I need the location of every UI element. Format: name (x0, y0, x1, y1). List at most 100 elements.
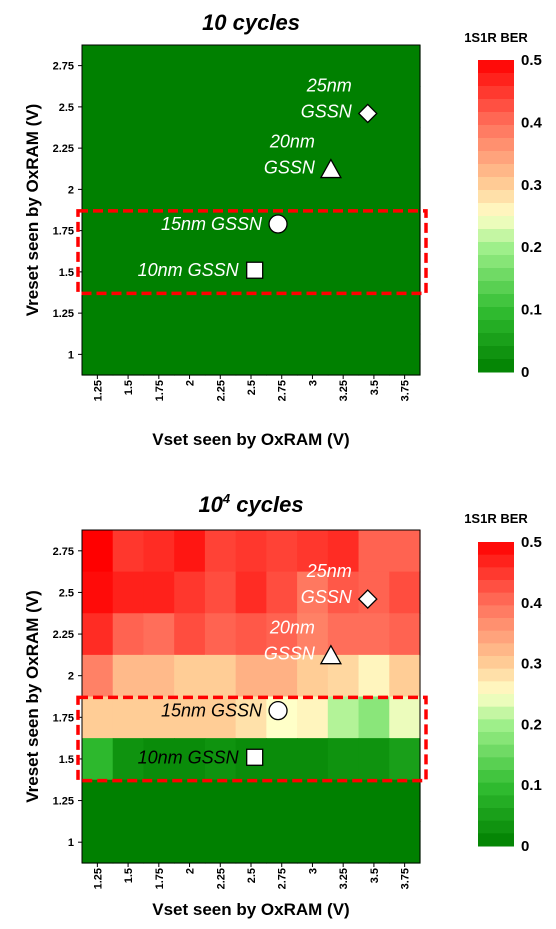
marker-label: GSSN (301, 587, 353, 607)
heatmap-cell (266, 333, 298, 376)
y-tick-label: 1 (68, 349, 74, 361)
x-tick-label: 2.25 (215, 868, 227, 889)
x-tick-label: 1.25 (92, 380, 104, 401)
heatmap-cell (235, 333, 267, 376)
heatmap-cell (297, 127, 329, 170)
heatmap-cell (235, 613, 267, 656)
heatmap-cell (389, 333, 421, 376)
heatmap-cell (358, 292, 390, 335)
colorbar-segment (478, 757, 514, 771)
colorbar-segment (478, 719, 514, 733)
heatmap-cell (82, 45, 114, 87)
colorbar-segment (478, 668, 514, 682)
colorbar-segment (478, 333, 514, 347)
heatmap-cell (82, 779, 114, 822)
heatmap-cell (297, 571, 329, 614)
colorbar-tick-label: 0 (521, 364, 529, 381)
heatmap-cell (235, 86, 267, 129)
heatmap-cell (389, 530, 421, 573)
heatmap-cell (143, 613, 175, 656)
heatmap-cell (266, 292, 298, 335)
heatmap-cell (358, 168, 390, 211)
colorbar-tick-label: 0.5 (521, 52, 542, 69)
chart-title: 10 cycles (202, 10, 300, 35)
chart-title: 104 cycles (198, 491, 303, 517)
diamond-marker (357, 589, 378, 610)
heatmap-cell (174, 738, 206, 781)
heatmap-cell (174, 168, 206, 211)
y-tick-label: 2 (68, 671, 74, 683)
colorbar-segment (478, 73, 514, 87)
heatmap-cell (389, 45, 421, 87)
heatmap-cell (389, 292, 421, 335)
heatmap-cell (112, 613, 145, 656)
colorbar-segment (478, 580, 514, 594)
heatmap-cell (389, 571, 421, 614)
heatmap-cell (297, 779, 329, 822)
colorbar-tick-label: 0.1 (521, 302, 542, 319)
heatmap-cell (112, 821, 145, 864)
heatmap-cell (358, 210, 390, 252)
colorbar-segment (478, 60, 514, 74)
heatmap-cell (174, 530, 206, 573)
colorbar-segment (478, 542, 514, 556)
heatmap-cell (327, 86, 360, 129)
colorbar-segment (478, 630, 514, 644)
heatmap-cell (143, 654, 175, 698)
colorbar-segment (478, 346, 514, 360)
colorbar-segment (478, 744, 514, 758)
heatmap-cell (327, 821, 360, 864)
x-tick-label: 1.5 (123, 868, 135, 883)
colorbar-title: 1S1R BER (464, 30, 528, 45)
heatmap-cell (112, 696, 145, 739)
heatmap-cell (174, 86, 206, 129)
x-tick-label: 2.25 (215, 380, 227, 401)
marker-group: 25nm GSSN (301, 561, 378, 610)
chart-title-main: 10 cycles (202, 10, 300, 35)
marker-group: 10nm GSSN (138, 260, 264, 280)
heatmap-cell (204, 613, 237, 656)
marker-group: 10nm GSSN (138, 747, 264, 767)
colorbar-segment (478, 242, 514, 256)
heatmap-cell (112, 292, 145, 335)
heatmap-cell (358, 86, 390, 129)
heatmap-cell (297, 696, 329, 739)
heatmap-cell (389, 821, 421, 864)
colorbar-segment (478, 307, 514, 321)
x-axis-label: Vset seen by OxRAM (V) (152, 900, 349, 919)
heatmap-cell (204, 654, 237, 698)
x-tick-label: 1.5 (123, 380, 135, 395)
heatmap-cell (235, 530, 267, 573)
heatmap-cell (82, 571, 114, 614)
heatmap-cell (204, 292, 237, 335)
heatmap-cell (143, 530, 175, 573)
heatmap-cell (112, 45, 145, 87)
x-axis-label: Vset seen by OxRAM (V) (152, 430, 349, 449)
heatmap-cell (82, 127, 114, 170)
heatmap-cell (235, 821, 267, 864)
marker-label: GSSN (264, 158, 316, 178)
heatmap-cell (235, 292, 267, 335)
colorbar-segment (478, 618, 514, 632)
heatmap-cell (358, 571, 390, 614)
heatmap-cell (204, 571, 237, 614)
colorbar-segment (478, 605, 514, 619)
colorbar-segment (478, 151, 514, 165)
heatmap-cell (297, 251, 329, 294)
heatmap-cell (358, 696, 390, 739)
heatmap-cell (235, 654, 267, 698)
heatmap-cell (112, 779, 145, 822)
colorbar-segment (478, 554, 514, 568)
colorbar: 1S1R BER 0.5 0.4 0.3 0.2 0.1 0 (464, 511, 542, 855)
heatmap-cell (112, 86, 145, 129)
heatmap-cell (266, 779, 298, 822)
chart-title-main: 10 (198, 492, 223, 517)
colorbar-segment (478, 782, 514, 796)
heatmap-cell (235, 696, 267, 739)
heatmap-cell (143, 333, 175, 376)
heatmap-cell (266, 168, 298, 211)
x-tick-label: 3.25 (338, 868, 350, 889)
heatmap-cell (174, 251, 206, 294)
heatmap-cell (389, 168, 421, 211)
